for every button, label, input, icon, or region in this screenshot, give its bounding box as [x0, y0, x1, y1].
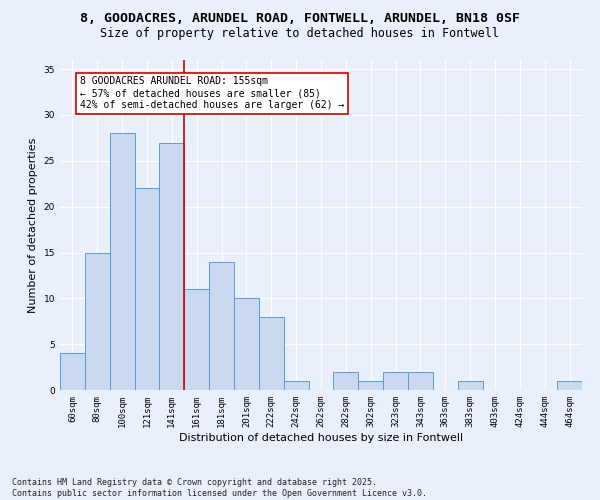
Text: 8, GOODACRES, ARUNDEL ROAD, FONTWELL, ARUNDEL, BN18 0SF: 8, GOODACRES, ARUNDEL ROAD, FONTWELL, AR…	[80, 12, 520, 26]
Y-axis label: Number of detached properties: Number of detached properties	[28, 138, 38, 312]
Text: Size of property relative to detached houses in Fontwell: Size of property relative to detached ho…	[101, 28, 499, 40]
Bar	[85, 252, 110, 390]
Text: Contains HM Land Registry data © Crown copyright and database right 2025.
Contai: Contains HM Land Registry data © Crown c…	[12, 478, 427, 498]
Text: 8 GOODACRES ARUNDEL ROAD: 155sqm
← 57% of detached houses are smaller (85)
42% o: 8 GOODACRES ARUNDEL ROAD: 155sqm ← 57% o…	[80, 76, 344, 110]
X-axis label: Distribution of detached houses by size in Fontwell: Distribution of detached houses by size …	[179, 432, 463, 442]
Bar	[334, 372, 358, 390]
Bar	[259, 316, 284, 390]
Bar	[383, 372, 408, 390]
Bar	[358, 381, 383, 390]
Bar	[160, 142, 184, 390]
Bar	[557, 381, 582, 390]
Bar	[110, 134, 134, 390]
Bar	[209, 262, 234, 390]
Bar	[408, 372, 433, 390]
Bar	[184, 289, 209, 390]
Bar	[234, 298, 259, 390]
Bar	[60, 354, 85, 390]
Bar	[284, 381, 308, 390]
Bar	[134, 188, 160, 390]
Bar	[458, 381, 482, 390]
